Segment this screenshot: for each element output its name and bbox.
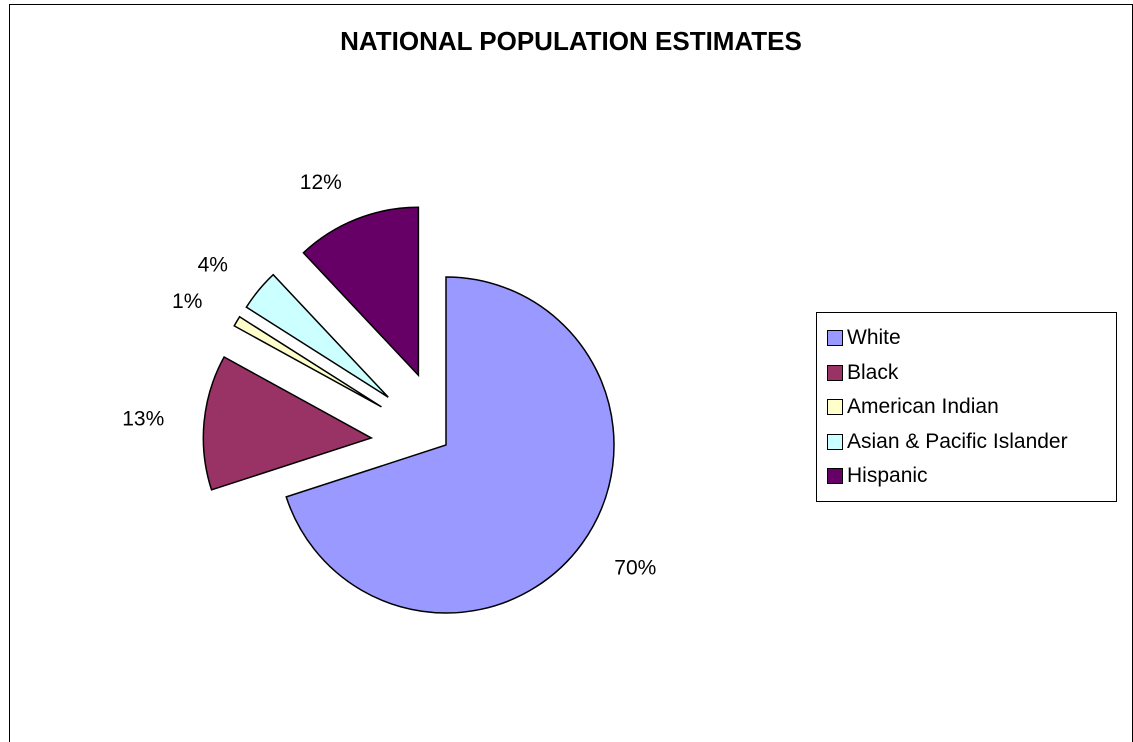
legend-swatch	[827, 433, 843, 450]
pie-slice-black	[202, 355, 374, 491]
data-label-black: 13%	[122, 407, 164, 430]
data-label-hispanic: 12%	[300, 171, 342, 194]
legend-swatch	[827, 330, 843, 347]
legend-swatch	[827, 364, 843, 381]
legend-item: Asian & Pacific Islander	[817, 425, 1116, 460]
pie-slice-hispanic	[302, 206, 420, 378]
pie-slice-asian-pacific-islander	[245, 273, 389, 398]
chart-legend: White Black American Indian Asian & Pacific…	[816, 312, 1117, 502]
legend-label: American Indian	[847, 395, 999, 419]
legend-swatch	[827, 399, 843, 416]
legend-label: Hispanic	[847, 464, 928, 488]
pie-slice-white	[285, 276, 615, 614]
legend-item: White	[817, 321, 1116, 356]
data-label-american-indian: 1%	[172, 290, 202, 313]
legend-label: Black	[847, 360, 899, 384]
legend-item: Black	[817, 356, 1116, 391]
legend-item: Hispanic	[817, 459, 1116, 494]
legend-label: White	[847, 326, 901, 350]
pie-slice-american-indian	[233, 315, 382, 408]
data-label-white: 70%	[614, 556, 656, 579]
legend-item: American Indian	[817, 390, 1116, 425]
legend-swatch	[827, 468, 843, 485]
legend-label: Asian & Pacific Islander	[847, 429, 1068, 453]
chart-title: NATIONAL POPULATION ESTIMATES	[340, 26, 802, 56]
data-label-asian-pacific-islander: 4%	[198, 254, 228, 277]
